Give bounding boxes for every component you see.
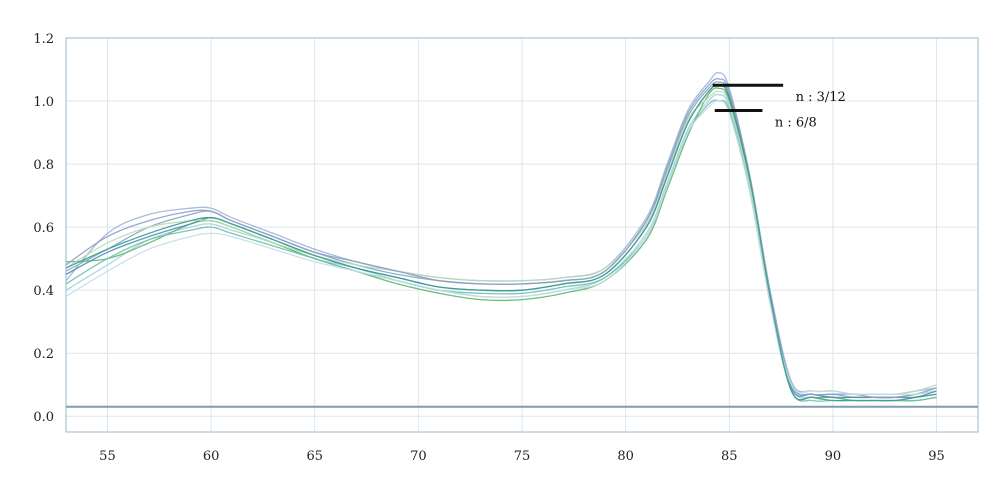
series-line [65,78,937,399]
grid-lines [66,37,978,432]
y-axis-tick-labels: 0.0 0.2 0.4 0.6 0.8 1.0 1.2 [33,32,54,425]
y-tick-label: 0.4 [33,284,54,299]
y-tick-label: 0.2 [33,347,54,362]
y-tick-label: 1.2 [33,32,54,47]
series-line [65,87,937,402]
y-tick-label: 0.8 [33,158,54,173]
series-line [65,99,937,402]
x-tick-label: 80 [617,449,634,464]
x-tick-label: 60 [203,449,220,464]
x-tick-label: 85 [721,449,738,464]
annotations: n : 3/12 n : 6/8 [712,83,846,130]
series-line [65,90,937,396]
series-line [65,93,937,402]
x-tick-label: 70 [410,449,427,464]
y-tick-label: 1.0 [33,95,54,110]
x-tick-label: 65 [306,449,323,464]
series-lines [65,71,937,402]
x-axis-tick-labels: 55 60 65 70 75 80 85 90 95 [99,449,945,464]
x-tick-label: 55 [99,449,116,464]
y-tick-label: 0.0 [33,410,54,425]
series-line [65,84,937,399]
x-tick-label: 95 [928,449,945,464]
y-tick-label: 0.6 [33,221,54,236]
series-line [65,100,937,396]
x-tick-label: 75 [514,449,531,464]
annotation-label: n : 3/12 [796,90,846,105]
series-line [65,84,937,402]
plot-area-frame [65,37,979,433]
annotation-label: n : 6/8 [775,115,817,130]
x-tick-label: 90 [825,449,842,464]
